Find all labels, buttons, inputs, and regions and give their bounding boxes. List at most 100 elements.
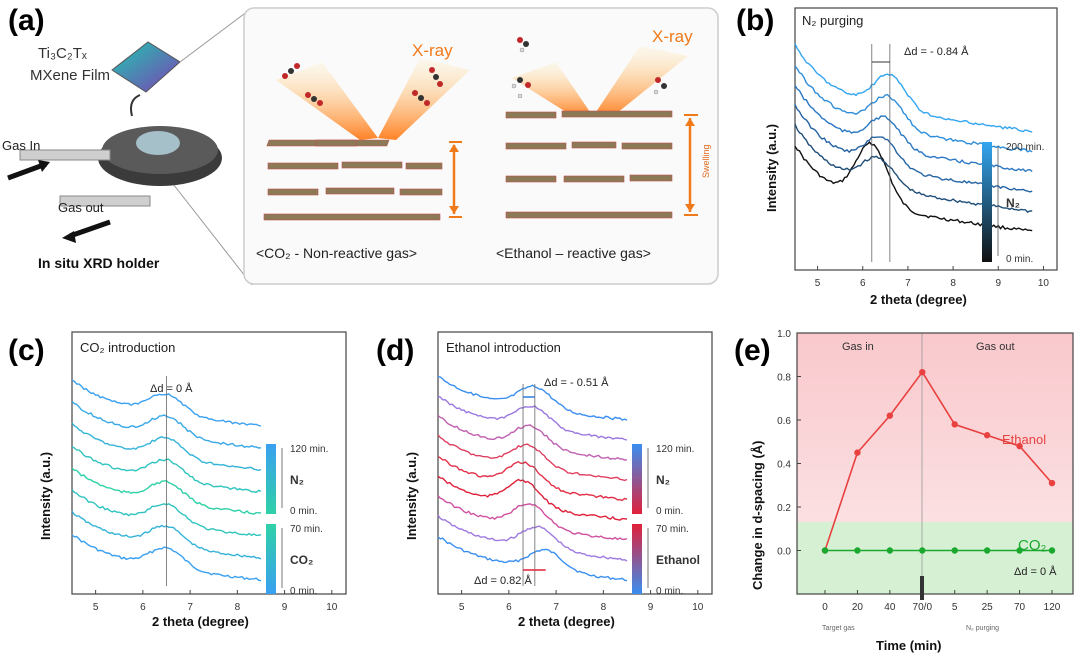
colorbar-bottom-label: 0 min. bbox=[1006, 254, 1033, 265]
xrd-curve bbox=[437, 395, 628, 441]
data-point bbox=[854, 547, 861, 554]
x-tick-label: 9 bbox=[648, 602, 654, 613]
panel-b: (b) N₂ purging Δd = - 0.84 Å 2 theta (de… bbox=[736, 4, 1058, 307]
data-point bbox=[1016, 442, 1023, 450]
x-tick-label: 8 bbox=[950, 278, 956, 289]
arrowhead-icon bbox=[449, 206, 459, 214]
x-tick-label: 9 bbox=[995, 278, 1001, 289]
arrowhead-icon bbox=[685, 204, 695, 212]
xrd-curve bbox=[794, 141, 1033, 232]
co2-colorbar bbox=[266, 524, 276, 594]
gas-in-arrow-icon bbox=[7, 161, 47, 181]
n2-colorbar bbox=[982, 142, 992, 262]
x-axis-title: 2 theta (degree) bbox=[870, 292, 967, 307]
gas-out-arrow-icon bbox=[69, 219, 111, 239]
x-tick-label: 120 bbox=[1044, 602, 1061, 613]
colorbar-top-label: 70 min. bbox=[656, 524, 689, 535]
x-tick-label: 20 bbox=[852, 602, 864, 613]
data-point bbox=[1016, 547, 1023, 554]
holder-label: In situ XRD holder bbox=[38, 255, 160, 271]
y-axis-title: Intensity (a.u.) bbox=[38, 452, 53, 540]
x-tick-label: 25 bbox=[982, 602, 994, 613]
data-point bbox=[983, 547, 991, 554]
xrd-curve bbox=[437, 495, 628, 541]
gas-in-arrowhead-icon bbox=[38, 160, 50, 172]
delta-d-annotation-top: Δd = - 0.51 Å bbox=[544, 376, 609, 389]
gas-in-tube-icon bbox=[19, 149, 111, 161]
gas-out-tube-icon bbox=[59, 195, 151, 207]
colorbar-bottom-label: 0 min. bbox=[290, 506, 317, 517]
zoom-line-icon bbox=[169, 179, 253, 286]
colorbar-name-label: CO₂ bbox=[290, 553, 313, 567]
panel-c-label: (c) bbox=[8, 334, 45, 367]
film-label-line1: Ti₃C₂Tₓ bbox=[38, 45, 87, 62]
x-tick-label: 40 bbox=[884, 602, 896, 613]
sublabel-n2-purging: N₂ purging bbox=[966, 625, 999, 632]
panel-a: (a) Ti₃C₂Tₓ MXene Film Gas In Gas out In… bbox=[2, 4, 719, 286]
zoom-line-icon bbox=[179, 7, 253, 63]
mxene-film-icon bbox=[111, 41, 181, 93]
y-tick-label: 0.8 bbox=[777, 373, 791, 384]
data-point bbox=[1048, 547, 1056, 554]
panel-b-label: (b) bbox=[736, 4, 774, 37]
x-axis-title: 2 theta (degree) bbox=[152, 614, 249, 629]
y-tick-label: 0.2 bbox=[777, 503, 791, 514]
x-tick-label: 8 bbox=[235, 602, 241, 613]
panel-e: (e) Gas in Gas out Ethanol CO₂ Δd = 0 Å … bbox=[734, 329, 1074, 653]
x-tick-label: 0 bbox=[822, 602, 828, 613]
plot-frame bbox=[794, 7, 1058, 271]
co2-mxene-layers-icon bbox=[263, 139, 443, 221]
xrd-curve bbox=[794, 123, 1033, 213]
colorbar-name-label: N₂ bbox=[290, 473, 304, 487]
xrd-curve bbox=[437, 434, 628, 482]
gas-out-arrowhead-icon bbox=[62, 231, 76, 243]
x-tick-label: 5 bbox=[93, 602, 99, 613]
y-tick-label: 0.0 bbox=[777, 547, 791, 558]
data-point bbox=[951, 547, 958, 554]
x-tick-label: 6 bbox=[860, 278, 866, 289]
gas-out-label: Gas out bbox=[58, 200, 104, 215]
colorbar-name-label: N₂ bbox=[1006, 196, 1020, 210]
x-tick-label: 6 bbox=[506, 602, 512, 613]
gas-region-shade bbox=[797, 333, 1073, 522]
diffracted-beam-icon bbox=[378, 58, 470, 140]
x-tick-label: 70/0 bbox=[913, 602, 933, 613]
n2-colorbar bbox=[632, 444, 642, 514]
co2-caption: <CO₂ - Non-reactive gas> bbox=[256, 245, 417, 261]
x-axis-title: 2 theta (degree) bbox=[518, 614, 615, 629]
y-tick-label: 0.6 bbox=[777, 416, 791, 427]
xrd-curve bbox=[794, 65, 1033, 153]
xrd-curve bbox=[437, 376, 628, 421]
x-tick-label: 10 bbox=[692, 602, 704, 613]
delta-d-annotation: Δd = - 0.84 Å bbox=[904, 45, 969, 58]
region-label-gas-out: Gas out bbox=[976, 341, 1015, 353]
xrd-curve bbox=[437, 456, 628, 502]
film-pointer-arrow-icon bbox=[130, 94, 141, 117]
colorbar-bottom-label: 0 min. bbox=[290, 586, 317, 597]
ethanol-colorbar bbox=[632, 524, 642, 594]
colorbar-bottom-label: 0 min. bbox=[656, 586, 683, 597]
x-axis-title: Time (min) bbox=[876, 638, 942, 653]
y-axis-title: Intensity (a.u.) bbox=[404, 452, 419, 540]
co2-molecule-icons bbox=[282, 63, 443, 106]
co2-region-shade bbox=[797, 522, 1073, 594]
colorbar-top-label: 70 min. bbox=[290, 524, 323, 535]
data-point bbox=[821, 547, 829, 554]
y-tick-label: 0.4 bbox=[777, 460, 791, 471]
x-tick-label: 5 bbox=[815, 278, 821, 289]
data-point bbox=[983, 432, 991, 439]
data-point bbox=[951, 421, 958, 428]
xrd-curve bbox=[437, 514, 628, 562]
panel-c: (c) CO₂ introduction Δd = 0 Å 2 theta (d… bbox=[8, 331, 347, 629]
x-tick-label: 7 bbox=[187, 602, 193, 613]
xray-label-ethanol: X-ray bbox=[652, 27, 693, 46]
plot-title: CO₂ introduction bbox=[80, 340, 175, 355]
x-tick-label: 5 bbox=[459, 602, 465, 613]
x-tick-label: 9 bbox=[282, 602, 288, 613]
arrowhead-icon bbox=[449, 144, 459, 152]
plot-frame bbox=[437, 331, 713, 595]
panel-d-label: (d) bbox=[376, 334, 414, 367]
xrd-curve bbox=[437, 414, 628, 461]
x-tick-label: 7 bbox=[905, 278, 911, 289]
